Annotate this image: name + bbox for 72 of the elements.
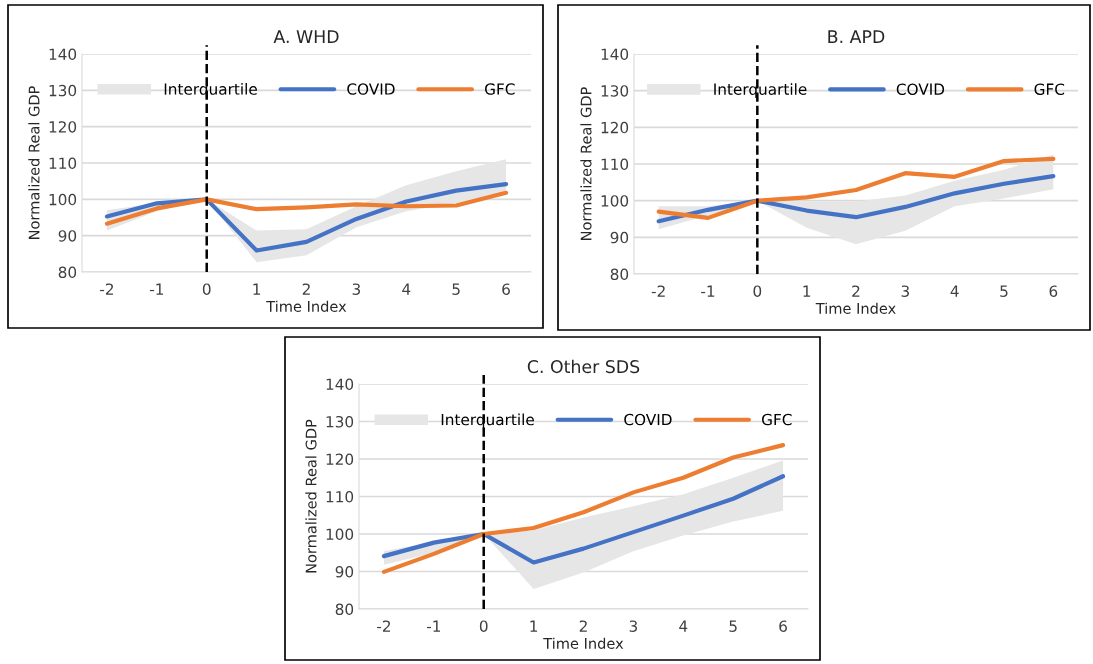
legend-label: Interquartile [714, 83, 807, 98]
x-axis-title: Time Index [543, 637, 624, 649]
y-tick-label: 100 [49, 193, 77, 206]
x-tick-label: 4 [950, 285, 959, 297]
legend-label: COVID [347, 83, 395, 95]
line-series [656, 174, 1056, 224]
y-tick-label: 110 [326, 490, 354, 503]
y-tick-label: 110 [49, 157, 77, 170]
y-tick-label: 130 [49, 84, 77, 97]
line-series [104, 190, 509, 226]
y-tick-label: 140 [326, 378, 354, 391]
x-tick-label: 2 [579, 620, 587, 632]
x-tick-label: 5 [729, 620, 737, 632]
line-series [104, 181, 509, 253]
line-series [381, 474, 786, 565]
chart-title: B. APD [828, 30, 885, 43]
x-tick-label: 1 [803, 285, 811, 297]
y-tick-label: 120 [49, 121, 77, 133]
x-tick-label: 3 [352, 283, 361, 295]
x-tick-label: 5 [1000, 285, 1008, 297]
y-axis-title: Normalized Real GDP [305, 419, 317, 573]
line-series [381, 443, 786, 574]
y-tick-label: 120 [326, 453, 354, 466]
legend-label: Interquartile [441, 413, 534, 429]
x-tick-label: 0 [753, 285, 762, 297]
y-tick-label: 100 [326, 528, 354, 541]
legend-label: GFC [484, 83, 515, 95]
x-tick-label: -1 [701, 285, 715, 297]
x-tick-label: 6 [779, 620, 787, 632]
y-tick-label: 130 [601, 85, 629, 97]
y-tick-label: 90 [58, 230, 77, 242]
x-tick-label: 4 [679, 620, 688, 632]
x-axis-title: Time Index [815, 302, 896, 314]
x-tick-label: 0 [479, 620, 488, 632]
chart-title: C. Other SDS [527, 359, 640, 374]
x-tick-label: 6 [502, 283, 510, 295]
legend-label: GFC [1034, 83, 1065, 95]
x-tick-label: 0 [202, 283, 211, 295]
line-series [656, 156, 1056, 220]
y-axis-title: Normalized Real GDP [580, 87, 592, 240]
y-tick-label: 90 [335, 565, 354, 578]
x-tick-label: 4 [402, 283, 411, 295]
x-tick-label: 5 [452, 283, 460, 295]
x-tick-label: 2 [852, 285, 860, 297]
legend-label: COVID [624, 413, 672, 426]
y-tick-label: 80 [610, 268, 629, 281]
y-tick-label: 100 [601, 195, 629, 207]
y-axis-title: Normalized Real GDP [28, 86, 40, 239]
x-tick-label: -1 [426, 620, 441, 632]
chart-title: A. WHD [273, 30, 339, 43]
legend-label: COVID [896, 83, 945, 95]
x-tick-label: -1 [149, 283, 164, 295]
x-tick-label: 1 [530, 620, 538, 632]
x-tick-label: -2 [651, 285, 665, 297]
y-tick-label: 120 [601, 121, 629, 134]
y-tick-label: 130 [326, 415, 354, 428]
x-tick-label: 2 [302, 283, 310, 295]
y-tick-label: 110 [601, 158, 629, 171]
legend-label: GFC [761, 413, 792, 426]
x-tick-label: -2 [100, 283, 114, 295]
x-tick-label: 1 [253, 283, 261, 295]
x-tick-label: -2 [377, 620, 391, 632]
y-tick-label: 90 [610, 231, 629, 244]
x-tick-label: 6 [1049, 285, 1058, 297]
x-axis-title: Time Index [266, 300, 347, 312]
legend-label: Interquartile [164, 83, 257, 98]
y-tick-label: 140 [49, 48, 77, 61]
y-tick-label: 80 [58, 266, 77, 279]
y-tick-label: 140 [601, 48, 629, 61]
x-tick-label: 3 [629, 620, 638, 632]
y-tick-label: 80 [335, 603, 354, 616]
x-tick-label: 3 [901, 285, 909, 297]
